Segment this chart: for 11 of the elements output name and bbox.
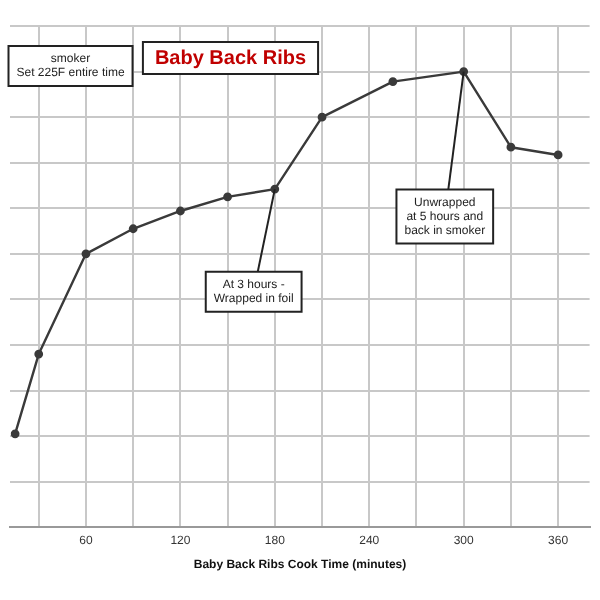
point — [223, 192, 232, 202]
point — [10, 429, 20, 439]
point — [317, 112, 327, 122]
point — [553, 150, 563, 160]
point — [506, 142, 516, 152]
chart-title: Baby Back Ribs — [154, 47, 307, 70]
point — [175, 206, 185, 216]
point — [34, 349, 44, 359]
point — [388, 77, 398, 86]
point — [81, 249, 91, 259]
point — [128, 224, 138, 234]
